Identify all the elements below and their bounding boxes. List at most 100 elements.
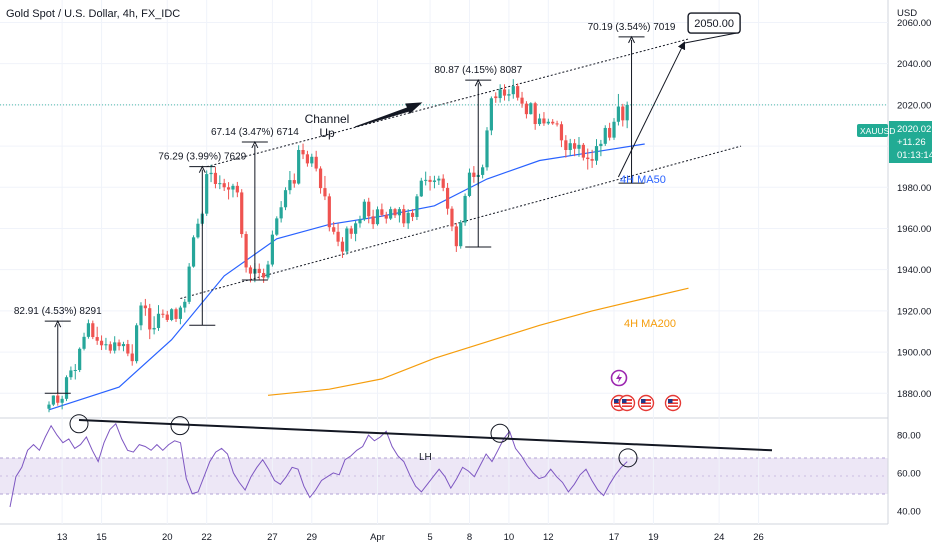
us-flag-icon[interactable] [664, 394, 682, 412]
candle[interactable] [424, 171, 428, 186]
candle[interactable] [240, 189, 244, 238]
candle[interactable] [143, 298, 147, 316]
candle[interactable] [625, 101, 629, 129]
candle[interactable] [533, 101, 537, 130]
candle[interactable] [367, 197, 371, 224]
measure-tool[interactable]: 82.91 (4.53%) 8291 [14, 306, 102, 394]
candle[interactable] [336, 223, 340, 247]
candle[interactable] [156, 305, 161, 331]
candle[interactable] [568, 138, 572, 156]
measure-tool[interactable]: 70.19 (3.54%) 7019 [588, 22, 676, 184]
candle[interactable] [222, 178, 226, 191]
candle[interactable] [99, 335, 104, 351]
candle[interactable] [235, 181, 239, 198]
candle[interactable] [608, 122, 612, 141]
candle[interactable] [126, 339, 130, 357]
candle[interactable] [226, 182, 231, 200]
candle[interactable] [454, 222, 458, 252]
candle[interactable] [546, 118, 550, 125]
candle[interactable] [529, 102, 533, 115]
candle[interactable] [318, 166, 323, 194]
candle[interactable] [428, 175, 432, 191]
candle[interactable] [581, 142, 585, 161]
candle[interactable] [450, 206, 454, 232]
candle[interactable] [148, 303, 152, 340]
candle[interactable] [91, 320, 95, 340]
candle[interactable] [165, 310, 169, 323]
lightning-icon[interactable] [610, 369, 628, 387]
candle[interactable] [472, 166, 476, 183]
candle[interactable] [389, 206, 393, 221]
candle[interactable] [161, 309, 165, 318]
candle[interactable] [345, 226, 349, 255]
candle[interactable] [121, 341, 126, 352]
candle[interactable] [292, 173, 296, 188]
candle[interactable] [117, 339, 121, 351]
candle[interactable] [542, 112, 546, 126]
price-pane[interactable] [0, 0, 888, 418]
candle[interactable] [213, 167, 218, 189]
candle[interactable] [183, 298, 187, 313]
candle[interactable] [494, 92, 498, 103]
candle[interactable] [371, 209, 375, 229]
candle[interactable] [327, 193, 331, 232]
candle[interactable] [310, 153, 314, 167]
candle[interactable] [257, 263, 261, 281]
measure-tool[interactable]: 67.14 (3.47%) 6714 [211, 127, 299, 281]
candle[interactable] [511, 79, 515, 99]
candle[interactable] [419, 177, 423, 197]
candle[interactable] [231, 183, 235, 198]
candle[interactable] [60, 395, 64, 410]
candle[interactable] [283, 187, 288, 211]
candle[interactable] [590, 149, 594, 168]
measure-tool[interactable]: 76.29 (3.99%) 7629 [158, 152, 247, 326]
candle[interactable] [445, 182, 450, 215]
candle[interactable] [616, 93, 620, 126]
candle[interactable] [467, 168, 472, 198]
us-flag-icon[interactable] [618, 394, 636, 412]
candle[interactable] [489, 96, 493, 136]
target-box[interactable]: 2050.00 [687, 12, 741, 34]
candle[interactable] [64, 375, 69, 402]
candle[interactable] [573, 139, 577, 157]
candle[interactable] [384, 211, 388, 224]
candle[interactable] [340, 237, 345, 258]
candle[interactable] [73, 364, 77, 380]
candle[interactable] [393, 207, 397, 218]
candle[interactable] [196, 218, 200, 239]
candle[interactable] [130, 344, 134, 366]
candle[interactable] [174, 307, 178, 323]
candle[interactable] [279, 201, 283, 223]
candle[interactable] [95, 326, 99, 345]
us-flag-icon[interactable] [637, 394, 655, 412]
candle[interactable] [78, 347, 82, 373]
candle[interactable] [332, 221, 336, 235]
candle[interactable] [415, 194, 419, 221]
measure-tool[interactable]: 80.87 (4.15%) 8087 [434, 65, 523, 248]
candle[interactable] [69, 366, 73, 380]
candle[interactable] [323, 175, 327, 201]
candle[interactable] [551, 119, 555, 125]
candle[interactable] [270, 230, 274, 267]
candle[interactable] [178, 305, 182, 325]
candle[interactable] [380, 203, 384, 217]
candle[interactable] [170, 308, 174, 322]
candle[interactable] [262, 268, 266, 283]
candle[interactable] [437, 175, 441, 186]
candle[interactable] [104, 337, 108, 350]
candle[interactable] [358, 215, 362, 228]
candle[interactable] [555, 120, 559, 127]
candle[interactable] [275, 216, 279, 236]
candle[interactable] [113, 336, 117, 354]
candle[interactable] [463, 193, 467, 226]
candle[interactable] [191, 235, 196, 268]
candle[interactable] [564, 135, 568, 158]
candle[interactable] [537, 113, 542, 126]
candle[interactable] [406, 209, 410, 229]
candle[interactable] [139, 302, 143, 331]
candle[interactable] [187, 263, 191, 305]
candle[interactable] [603, 125, 607, 146]
candle[interactable] [209, 164, 213, 183]
candle[interactable] [516, 83, 520, 101]
candle[interactable] [218, 175, 222, 190]
